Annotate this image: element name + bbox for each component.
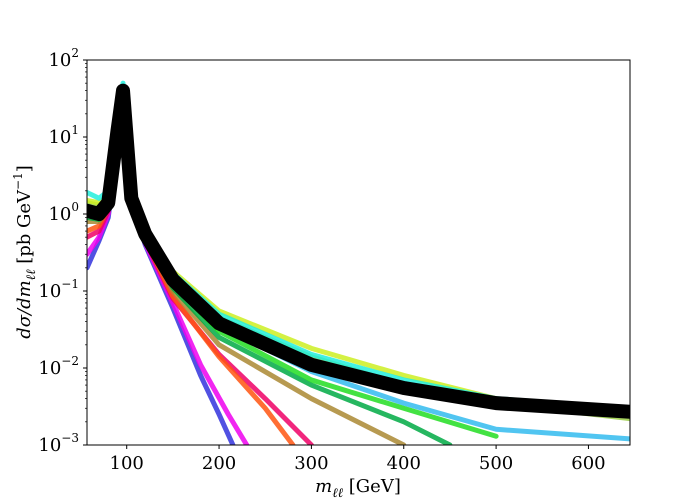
y-tick-label-4: 101 (48, 123, 79, 148)
x-tick-label-3: 400 (387, 453, 421, 474)
x-tick-label-1: 200 (202, 453, 236, 474)
x-tick-label-4: 500 (479, 453, 513, 474)
series-line-11 (87, 83, 630, 419)
x-tick-label-0: 100 (110, 453, 144, 474)
x-tick-label-2: 300 (294, 453, 328, 474)
y-tick-label-1: 10−2 (38, 354, 79, 379)
y-axis-ticks: 10−3 10−2 10−1 100 101 102 (38, 46, 87, 456)
y-tick-label-2: 10−1 (38, 277, 79, 302)
y-tick-label-0: 10−3 (38, 431, 79, 456)
plot-frame (86, 59, 631, 446)
x-tick-label-5: 600 (571, 453, 605, 474)
x-axis-label: mℓℓ [GeV] (315, 476, 401, 500)
series-layer (87, 80, 630, 445)
y-tick-label-3: 100 (48, 200, 79, 225)
y-tick-label-5: 102 (48, 46, 79, 71)
x-axis-ticks: 100 200 300 400 500 600 (110, 445, 606, 474)
y-axis-label: dσ/dmℓℓ [pb GeV−1] (11, 165, 39, 339)
